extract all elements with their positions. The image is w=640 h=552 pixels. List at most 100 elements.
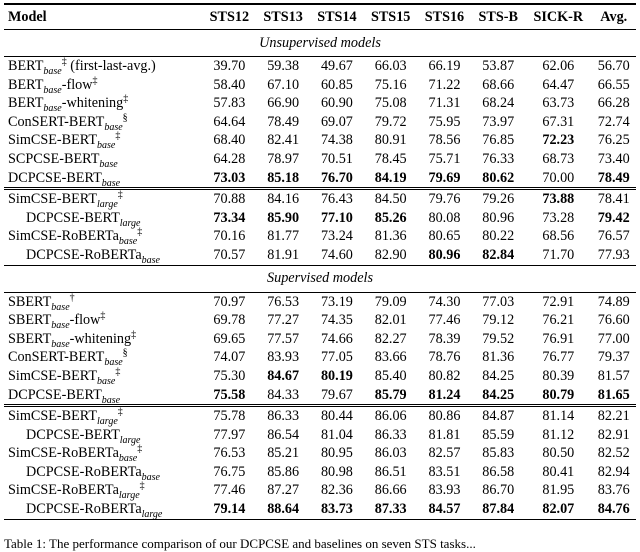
score-cell: 73.34: [213, 209, 246, 226]
results-table: Model STS12 STS13 STS14 STS15 STS16 STS-…: [4, 3, 636, 520]
score-cell: 76.60: [597, 312, 630, 329]
score-cell: 58.40: [213, 76, 246, 93]
model-name-cell: SCPCSE-BERTbase: [4, 150, 203, 169]
score-cell: 77.10: [320, 209, 353, 226]
score-cell: 77.93: [591, 245, 636, 266]
section-title-unsupervised: Unsupervised models: [4, 29, 636, 57]
score-cell: 68.40: [213, 132, 246, 149]
score-cell: 86.54: [267, 426, 300, 443]
score-cell: 74.35: [320, 312, 353, 329]
score-cell: 84.25: [482, 367, 515, 384]
model-name-cell: BERTbase‡ (first-last-avg.): [4, 55, 203, 76]
score-cell: 66.19: [417, 55, 472, 76]
score-cell: 76.70: [320, 169, 353, 186]
col-header-sickr: SICK-R: [525, 3, 592, 30]
score-cell: 83.66: [374, 349, 407, 366]
score-cell: 69.78: [213, 312, 246, 329]
model-size-subscript: large: [119, 434, 141, 446]
score-cell: 75.78: [202, 404, 257, 426]
model-base-name: BERT: [8, 76, 44, 93]
section-title-supervised: Supervised models: [4, 264, 636, 293]
score-cell: 76.21: [542, 312, 575, 329]
score-cell: 70.51: [320, 150, 353, 167]
score-cell: 81.24: [428, 386, 461, 403]
score-cell: 85.90: [267, 209, 300, 226]
score-cell: 80.86: [417, 404, 472, 426]
score-cell: 81.04: [320, 426, 353, 443]
score-cell: 74.60: [310, 245, 364, 266]
score-cell: 81.95: [542, 482, 575, 499]
score-cell: 86.66: [374, 482, 407, 499]
score-cell: 66.28: [597, 95, 630, 112]
model-base-name: SimCSE-BERT: [8, 367, 98, 384]
citation-mark: ‡: [117, 189, 123, 201]
model-base-name: SCPCSE-BERT: [8, 150, 100, 167]
score-cell: 86.06: [363, 404, 418, 426]
score-cell: 71.70: [525, 245, 592, 266]
model-name-cell: SBERTbase-whitening‡: [4, 329, 203, 349]
score-cell: 84.76: [591, 500, 636, 520]
score-cell: 84.50: [363, 187, 418, 209]
score-cell: 49.67: [310, 55, 364, 76]
col-header-sts15: STS15: [363, 3, 418, 30]
score-cell: 79.26: [471, 187, 526, 209]
score-cell: 82.90: [363, 245, 418, 266]
score-cell: 75.16: [374, 76, 407, 93]
model-name-cell: ConSERT-BERTbase§: [4, 347, 203, 368]
score-cell: 39.70: [202, 55, 257, 76]
score-cell: 86.51: [374, 463, 407, 480]
score-cell: 77.46: [213, 482, 246, 499]
score-cell: 87.27: [267, 482, 300, 499]
score-cell: 79.76: [417, 187, 472, 209]
score-cell: 72.74: [597, 113, 630, 130]
col-header-avg: Avg.: [591, 3, 636, 30]
col-header-model: Model: [4, 3, 203, 30]
table-row: SimCSE-RoBERTabase‡ 70.16 81.77 73.24 81.36 8…: [4, 227, 636, 247]
table-row: SimCSE-BERTlarge‡ 70.88 84.16 76.43 84.50 79.…: [4, 187, 636, 210]
model-base-name: DCPCSE-BERT: [8, 386, 102, 403]
score-cell: 80.62: [482, 169, 515, 186]
score-cell: 75.08: [374, 95, 407, 112]
score-cell: 82.57: [428, 445, 461, 462]
score-cell: 75.95: [428, 113, 461, 130]
score-cell: 82.36: [320, 482, 353, 499]
citation-mark: ‡: [92, 74, 98, 86]
score-cell: 79.69: [428, 169, 461, 186]
score-cell: 86.03: [374, 445, 407, 462]
score-cell: 77.97: [213, 426, 246, 443]
model-name-cell: SimCSE-RoBERTabase‡: [4, 444, 203, 464]
model-size-subscript: large: [97, 198, 118, 210]
model-name-cell: DCPCSE-RoBERTalarge: [4, 500, 203, 520]
score-cell: 79.14: [202, 500, 257, 520]
score-cell: 87.33: [363, 500, 418, 520]
score-cell: 60.85: [320, 76, 353, 93]
table-row: SimCSE-BERTbase‡ 68.40 82.41 74.38 80.91 78.5…: [4, 131, 636, 151]
score-cell: 81.91: [256, 245, 311, 266]
score-cell: 77.46: [428, 312, 461, 329]
score-cell: 80.79: [542, 386, 575, 403]
citation-mark: ‡: [100, 310, 106, 322]
table-body: Unsupervised models BERTbase‡ (first-las…: [4, 29, 636, 520]
score-cell: 81.57: [597, 367, 630, 384]
citation-mark: §: [122, 347, 128, 359]
score-cell: 73.28: [542, 209, 575, 226]
score-cell: 74.38: [320, 132, 353, 149]
score-cell: 70.97: [202, 291, 257, 312]
model-base-name: SimCSE-BERT: [8, 408, 98, 425]
score-cell: 78.49: [597, 169, 630, 186]
score-cell: 76.91: [542, 330, 575, 347]
model-size-subscript: large: [118, 490, 140, 502]
score-cell: 68.56: [542, 228, 575, 245]
score-cell: 80.22: [482, 228, 515, 245]
score-cell: 78.41: [591, 187, 636, 209]
score-cell: 85.21: [267, 445, 300, 462]
score-cell: 68.73: [542, 150, 575, 167]
table-row: ConSERT-BERTbase§ 74.07 83.93 77.05 83.66 78.…: [4, 347, 636, 368]
table-row: DCPCSE-BERTbase 75.58 84.33 79.67 85.79 81.24…: [4, 386, 636, 406]
model-base-name: SimCSE-BERT: [8, 191, 98, 208]
score-cell: 85.40: [374, 367, 407, 384]
score-cell: 76.57: [597, 228, 630, 245]
score-cell: 57.83: [213, 95, 246, 112]
score-cell: 73.03: [213, 169, 246, 186]
table-row: DCPCSE-BERTbase 73.03 85.18 76.70 84.19 79.69…: [4, 169, 636, 189]
